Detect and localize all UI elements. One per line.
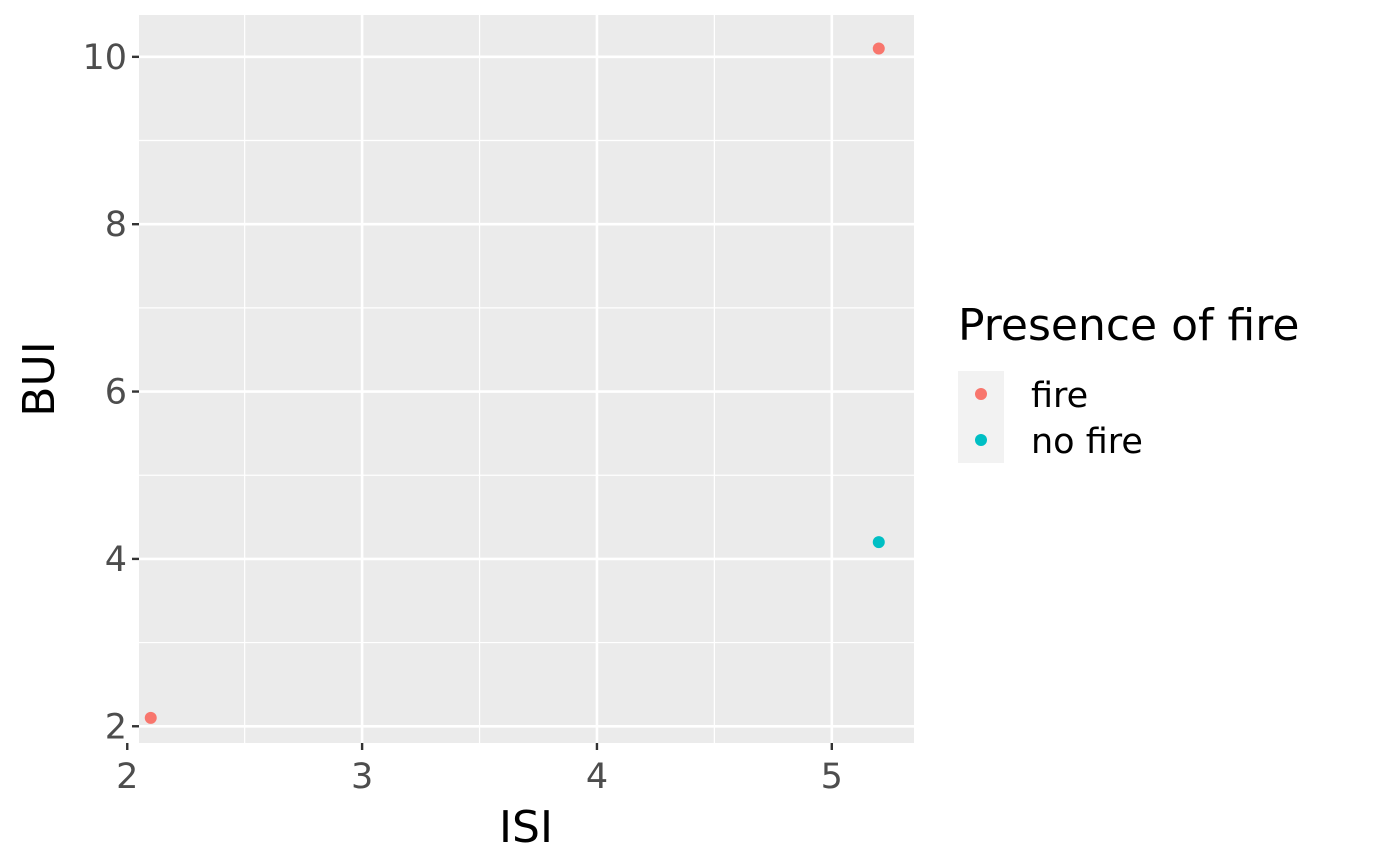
y-tick-label: 4: [105, 540, 127, 580]
x-axis: 2 3 4 5: [116, 743, 843, 797]
data-point: [144, 711, 157, 724]
plot-panel: [139, 15, 914, 743]
legend-key-point: [975, 388, 987, 400]
legend-label: no fire: [1031, 422, 1143, 462]
data-points: [144, 42, 885, 724]
y-tick-label: 6: [105, 373, 127, 413]
legend: Presence of fire fire no fire: [958, 300, 1299, 463]
y-axis: 2 4 6 8 10: [82, 38, 139, 747]
y-tick-label: 10: [82, 38, 127, 78]
x-tick-label: 4: [586, 757, 608, 797]
x-tick-label: 3: [351, 757, 373, 797]
legend-label: fire: [1031, 376, 1088, 416]
legend-keys: fire no fire: [958, 371, 1143, 463]
minor-gridlines: [139, 15, 914, 743]
legend-key-point: [975, 434, 987, 446]
legend-title: Presence of fire: [958, 300, 1299, 351]
y-axis-title: BUI: [14, 341, 65, 416]
x-tick-label: 2: [116, 757, 138, 797]
data-point: [872, 42, 885, 55]
y-tick-label: 8: [105, 205, 127, 245]
y-tick-label: 2: [105, 707, 127, 747]
major-gridlines: [125, 15, 914, 743]
x-tick-label: 5: [821, 757, 843, 797]
data-point: [872, 536, 885, 549]
x-axis-title: ISI: [499, 802, 553, 853]
